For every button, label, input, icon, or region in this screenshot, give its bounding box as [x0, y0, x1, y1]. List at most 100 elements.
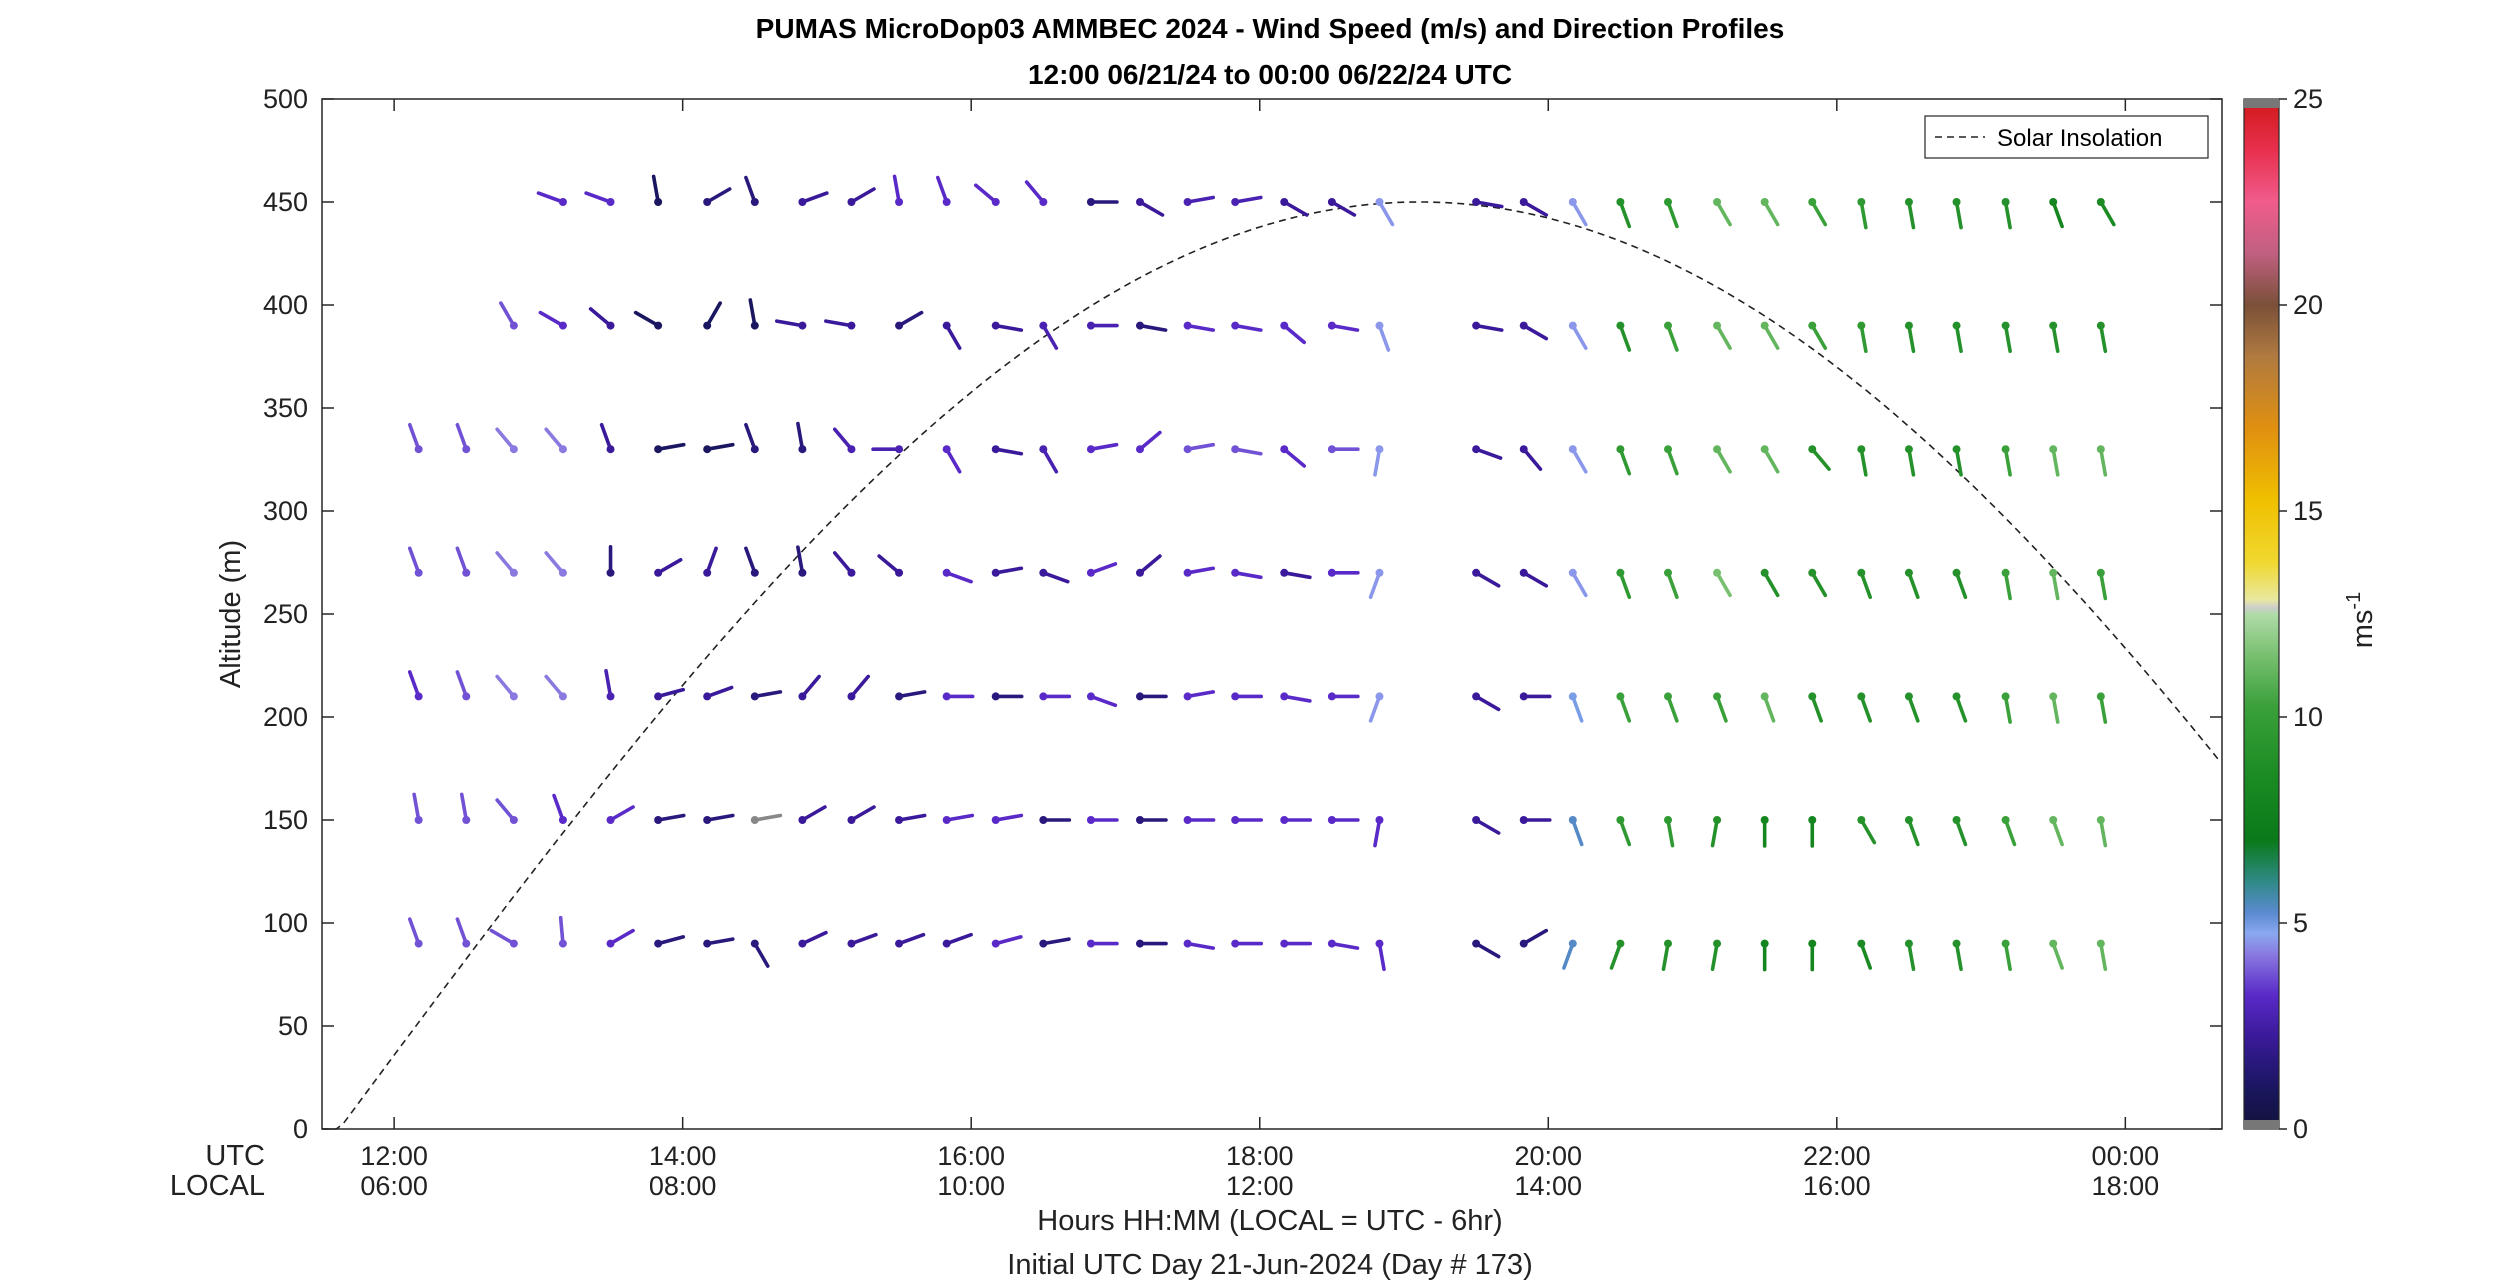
- wind-barb-staff: [1330, 323, 1360, 332]
- wind-barb-dot: [991, 939, 1000, 948]
- wind-barb-dot: [558, 939, 567, 948]
- y-tick-label: 200: [263, 702, 308, 732]
- colorbar-min-cap: [2244, 1120, 2279, 1129]
- wind-barb-staff: [1715, 694, 1728, 723]
- wind-barb-dot: [1568, 939, 1577, 948]
- wind-barb-dot: [1039, 816, 1048, 824]
- wind-barb-dot: [1472, 939, 1481, 948]
- wind-barb-staff: [1666, 694, 1679, 723]
- wind-barb-dot: [1280, 939, 1289, 948]
- y-tick-label: 400: [263, 290, 308, 320]
- plot-area: [321, 98, 2223, 1130]
- wind-barb-staff: [544, 551, 565, 575]
- wind-barb-staff: [1185, 442, 1216, 452]
- wind-barb-dot: [1616, 445, 1625, 454]
- wind-barb-dot: [1952, 568, 1961, 577]
- wind-barb-dot: [1616, 568, 1625, 577]
- wind-barb-dot: [1904, 321, 1913, 330]
- wind-barb-staff: [1954, 200, 1963, 230]
- wind-barb-dot: [1086, 816, 1095, 824]
- wind-barb-dot: [654, 198, 663, 206]
- wind-barb-staff: [1233, 570, 1263, 580]
- wind-barb-staff: [407, 546, 421, 575]
- wind-barb-dot: [1857, 939, 1866, 948]
- wind-barb-dot: [414, 939, 423, 948]
- wind-barb-dot: [2049, 445, 2058, 454]
- wind-barb-dot: [991, 816, 1000, 824]
- wind-barb-staff: [1521, 323, 1549, 341]
- x-row-label-utc: UTC: [205, 1140, 265, 1172]
- wind-barb-staff: [1474, 447, 1503, 460]
- wind-barb-dot: [606, 816, 615, 824]
- wind-barb-staff: [849, 674, 870, 699]
- wind-barb-staff: [1954, 447, 1963, 477]
- wind-barb-staff: [705, 442, 735, 452]
- wind-barb-dot: [1183, 939, 1192, 948]
- wind-barb-dot: [2049, 692, 2058, 701]
- wind-barb-staff: [1089, 694, 1118, 708]
- wind-barb-staff: [832, 427, 854, 452]
- y-tick-label: 0: [293, 1114, 308, 1144]
- x-tick-label-local: 16:00: [1803, 1171, 1871, 1201]
- wind-barb-staff: [897, 932, 926, 946]
- y-tick-label: 250: [263, 599, 308, 629]
- wind-barb-dot: [750, 568, 759, 577]
- wind-barb-dot: [1568, 445, 1577, 454]
- wind-barb-dot: [991, 692, 1000, 701]
- wind-barb-dot: [654, 568, 663, 577]
- wind-barb-staff: [1282, 323, 1306, 345]
- y-tick-label: 500: [263, 84, 308, 114]
- wind-barb-staff: [1907, 200, 1916, 230]
- wind-barb-staff: [604, 668, 613, 699]
- wind-barb-staff: [2003, 818, 2017, 847]
- wind-barb-dot: [1183, 568, 1192, 577]
- wind-barb-dot: [942, 939, 951, 948]
- wind-barb-dot: [1664, 445, 1673, 454]
- wind-barb-staff: [1282, 447, 1306, 468]
- wind-barb-dot: [1327, 816, 1336, 824]
- wind-barb-staff: [1138, 323, 1168, 332]
- wind-barb-staff: [800, 805, 827, 822]
- wind-barb-dot: [558, 321, 567, 330]
- wind-barb-dot: [1760, 816, 1769, 824]
- wind-barb-dot: [703, 198, 712, 206]
- wind-barb-staff: [2003, 941, 2012, 972]
- wind-barb-dot: [847, 692, 856, 701]
- wind-barb-staff: [897, 690, 927, 699]
- wind-barb-staff: [2003, 323, 2012, 354]
- wind-barb-staff: [1041, 937, 1071, 946]
- wind-barb-staff: [455, 422, 469, 452]
- wind-barb-staff: [1859, 447, 1868, 477]
- wind-barb-dot: [1568, 568, 1577, 577]
- wind-barb-staff: [1233, 447, 1263, 456]
- wind-barb-staff: [588, 307, 613, 328]
- wind-barb-dot: [750, 198, 759, 206]
- x-axis-ticks: 12:0006:0014:0008:0016:0010:0018:0012:00…: [360, 99, 2159, 1201]
- wind-barb-staff: [1330, 200, 1357, 217]
- wind-barb-dot: [750, 692, 759, 701]
- wind-barb-dot: [1952, 321, 1961, 330]
- wind-barb-staff: [748, 298, 757, 328]
- wind-barb-staff: [2051, 323, 2060, 354]
- wind-barb-dot: [991, 568, 1000, 577]
- wind-barb-dot: [1808, 939, 1817, 948]
- wind-barb-staff: [1954, 323, 1963, 354]
- wind-barb-staff: [455, 917, 469, 946]
- wind-barb-dot: [509, 568, 518, 577]
- wind-barb-staff: [495, 674, 516, 699]
- wind-barb-staff: [1373, 447, 1382, 477]
- wind-barb-dot: [1231, 568, 1240, 577]
- solar-insolation-curve: [322, 201, 2220, 1130]
- wind-barb-dot: [1808, 692, 1817, 701]
- wind-barb-staff: [1810, 570, 1828, 598]
- wind-barb-dot: [1808, 568, 1817, 577]
- wind-barb-staff: [944, 813, 975, 822]
- wind-barb-dot: [606, 568, 615, 577]
- wind-barb-staff: [974, 183, 998, 204]
- wind-barb-staff: [1373, 818, 1382, 848]
- wind-barb-staff: [1810, 323, 1828, 350]
- wind-barb-dot: [2096, 692, 2105, 701]
- x-tick-label-utc: 20:00: [1514, 1141, 1582, 1171]
- wind-barb-dot: [462, 939, 471, 948]
- wind-barb-staff: [1041, 323, 1059, 350]
